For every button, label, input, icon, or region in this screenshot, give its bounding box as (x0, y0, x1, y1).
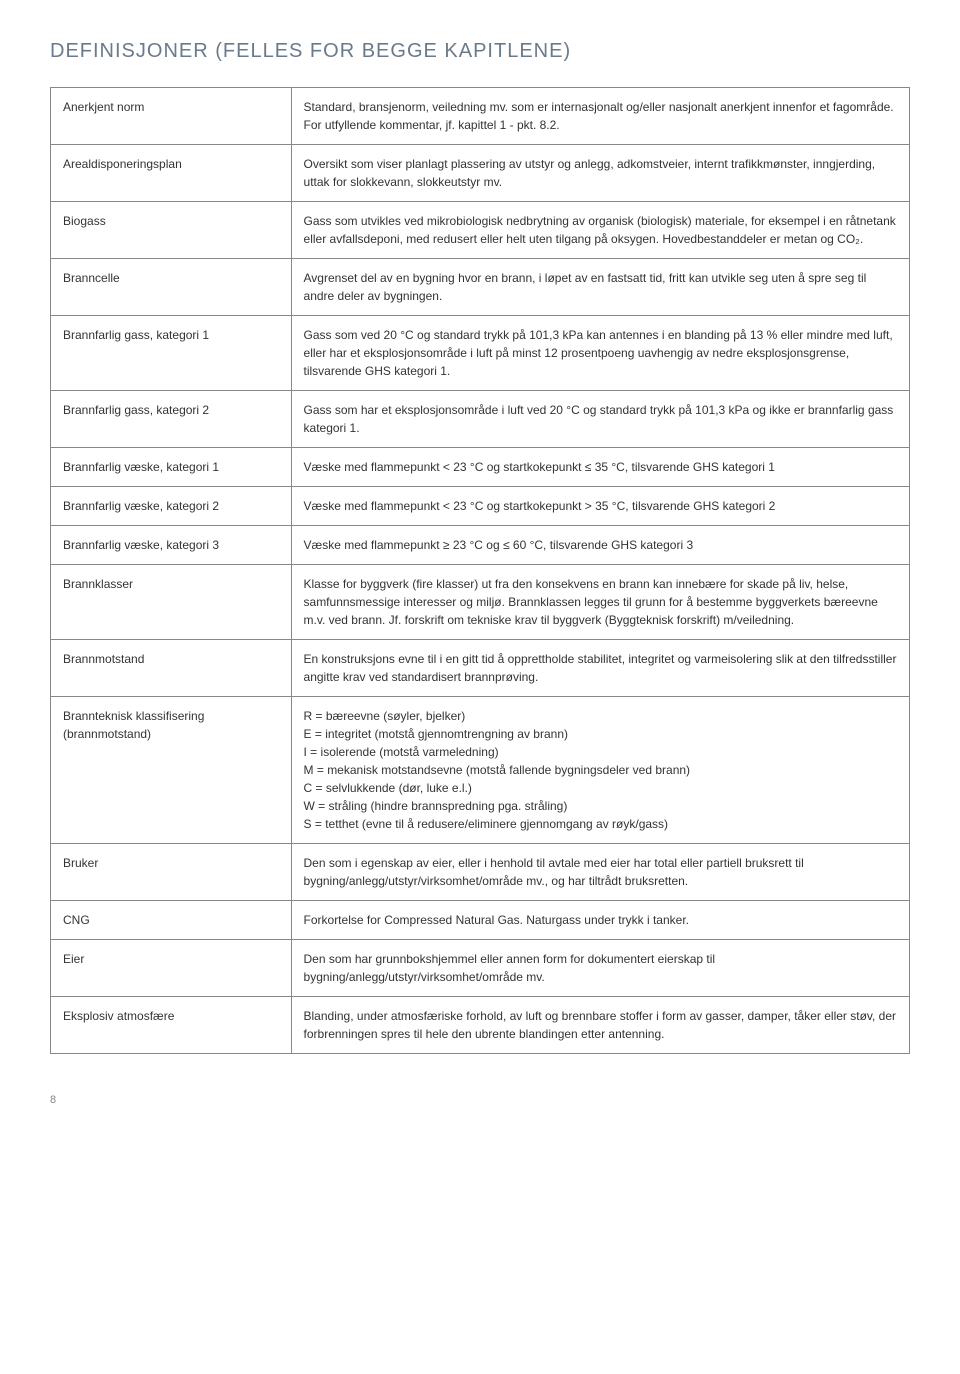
page-title: DEFINISJONER (FELLES FOR BEGGE KAPITLENE… (50, 40, 910, 63)
term-cell: Brannfarlig gass, kategori 2 (51, 391, 292, 448)
table-row: BrukerDen som i egenskap av eier, eller … (51, 844, 910, 901)
table-row: Brannfarlig gass, kategori 1Gass som ved… (51, 316, 910, 391)
term-cell: Biogass (51, 202, 292, 259)
term-cell: Branncelle (51, 259, 292, 316)
definition-cell: Den som i egenskap av eier, eller i henh… (291, 844, 909, 901)
table-row: BrannmotstandEn konstruksjons evne til i… (51, 640, 910, 697)
table-row: Eksplosiv atmosfæreBlanding, under atmos… (51, 997, 910, 1054)
definition-cell: Gass som har et eksplosjonsområde i luft… (291, 391, 909, 448)
definition-cell: Forkortelse for Compressed Natural Gas. … (291, 901, 909, 940)
table-row: EierDen som har grunnbokshjemmel eller a… (51, 940, 910, 997)
term-cell: Eier (51, 940, 292, 997)
term-cell: Brannmotstand (51, 640, 292, 697)
table-row: Brannteknisk klassifisering (brannmotsta… (51, 697, 910, 844)
table-row: ArealdisponeringsplanOversikt som viser … (51, 145, 910, 202)
table-row: BrannklasserKlasse for byggverk (fire kl… (51, 565, 910, 640)
table-row: Brannfarlig væske, kategori 3Væske med f… (51, 526, 910, 565)
table-row: Brannfarlig gass, kategori 2Gass som har… (51, 391, 910, 448)
definition-cell: Væske med flammepunkt < 23 °C og startko… (291, 448, 909, 487)
table-row: BiogassGass som utvikles ved mikrobiolog… (51, 202, 910, 259)
definition-cell: Klasse for byggverk (fire klasser) ut fr… (291, 565, 909, 640)
term-cell: CNG (51, 901, 292, 940)
term-cell: Brannfarlig væske, kategori 1 (51, 448, 292, 487)
term-cell: Anerkjent norm (51, 88, 292, 145)
term-cell: Arealdisponeringsplan (51, 145, 292, 202)
definition-cell: Gass som ved 20 °C og standard trykk på … (291, 316, 909, 391)
definition-cell: Den som har grunnbokshjemmel eller annen… (291, 940, 909, 997)
term-cell: Brannfarlig gass, kategori 1 (51, 316, 292, 391)
table-row: Anerkjent normStandard, bransjenorm, vei… (51, 88, 910, 145)
definition-cell: Standard, bransjenorm, veiledning mv. so… (291, 88, 909, 145)
definitions-table: Anerkjent normStandard, bransjenorm, vei… (50, 87, 910, 1054)
term-cell: Bruker (51, 844, 292, 901)
table-row: Brannfarlig væske, kategori 1Væske med f… (51, 448, 910, 487)
definition-cell: Væske med flammepunkt < 23 °C og startko… (291, 487, 909, 526)
definition-cell: R = bæreevne (søyler, bjelker) E = integ… (291, 697, 909, 844)
term-cell: Brannfarlig væske, kategori 2 (51, 487, 292, 526)
table-row: CNGForkortelse for Compressed Natural Ga… (51, 901, 910, 940)
page-number: 8 (50, 1094, 910, 1106)
definition-cell: Blanding, under atmosfæriske forhold, av… (291, 997, 909, 1054)
definition-cell: Oversikt som viser planlagt plassering a… (291, 145, 909, 202)
term-cell: Brannteknisk klassifisering (brannmotsta… (51, 697, 292, 844)
table-row: BranncelleAvgrenset del av en bygning hv… (51, 259, 910, 316)
definition-cell: Væske med flammepunkt ≥ 23 °C og ≤ 60 °C… (291, 526, 909, 565)
table-row: Brannfarlig væske, kategori 2Væske med f… (51, 487, 910, 526)
definition-cell: Gass som utvikles ved mikrobiologisk ned… (291, 202, 909, 259)
term-cell: Brannklasser (51, 565, 292, 640)
term-cell: Eksplosiv atmosfære (51, 997, 292, 1054)
definition-cell: En konstruksjons evne til i en gitt tid … (291, 640, 909, 697)
term-cell: Brannfarlig væske, kategori 3 (51, 526, 292, 565)
definition-cell: Avgrenset del av en bygning hvor en bran… (291, 259, 909, 316)
